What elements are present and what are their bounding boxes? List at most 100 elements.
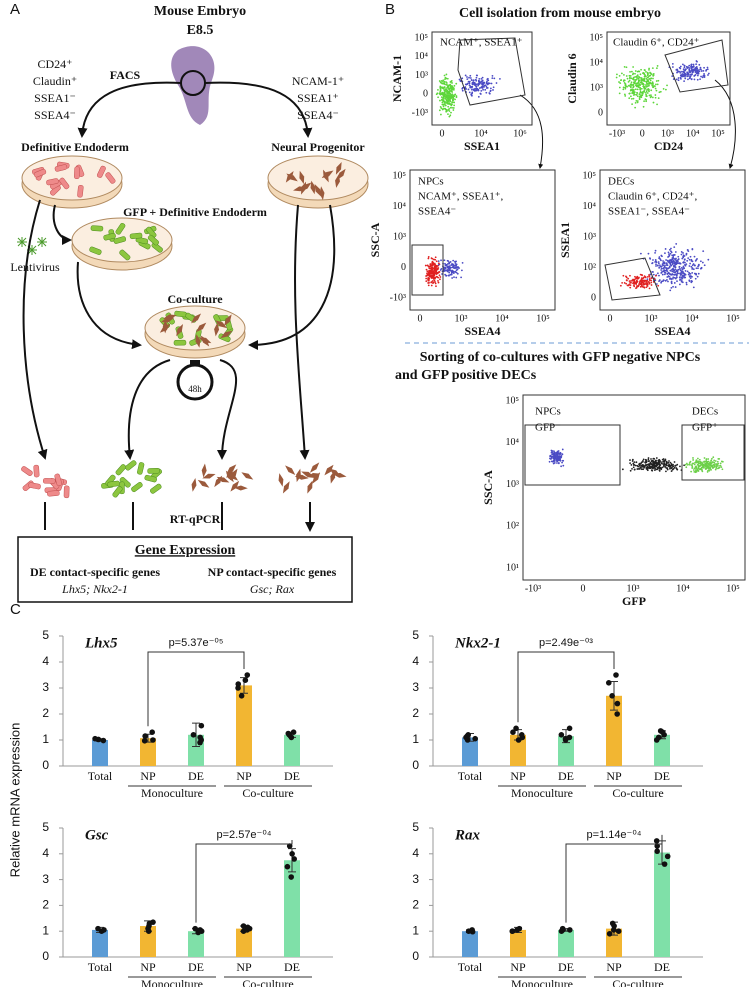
event-dot <box>469 77 472 79</box>
event-dot <box>454 270 456 273</box>
event-dot <box>641 79 644 82</box>
event-dot <box>649 79 652 82</box>
event-dot <box>696 457 699 460</box>
event-dot <box>645 281 648 284</box>
event-dot <box>560 465 563 468</box>
event-dot <box>635 78 638 81</box>
event-dot <box>695 267 698 270</box>
event-dot <box>649 461 652 464</box>
event-dot <box>427 279 430 282</box>
event-dot <box>675 274 678 277</box>
event-dot <box>447 266 449 269</box>
event-dot <box>663 273 666 276</box>
event-dot <box>653 457 656 460</box>
event-dot <box>439 81 442 84</box>
event-dot <box>702 250 705 253</box>
event-dot <box>615 76 618 79</box>
event-dot <box>475 79 478 82</box>
event-dot <box>696 78 699 81</box>
event-dot <box>555 451 558 454</box>
event-dot <box>671 75 674 78</box>
event-dot <box>623 282 626 284</box>
event-dot <box>426 272 428 275</box>
event-dot <box>670 287 673 289</box>
event-dot <box>634 88 637 91</box>
event-dot <box>708 463 710 466</box>
group-label: Monoculture <box>511 977 573 987</box>
event-dot <box>670 281 673 284</box>
event-dot <box>718 457 721 460</box>
event-dot <box>629 274 631 277</box>
replicate-dot <box>101 927 107 933</box>
bar <box>140 926 156 957</box>
event-dot <box>429 263 432 266</box>
event-dot <box>695 65 698 68</box>
event-dot <box>683 80 686 83</box>
event-dot <box>455 269 458 272</box>
embryo-stage: E8.5 <box>187 23 214 38</box>
y-tick-label: 3 <box>42 872 49 886</box>
event-dot <box>639 87 642 90</box>
marker: CD24⁺ <box>37 57 72 71</box>
event-dot <box>677 268 680 271</box>
event-dot <box>430 281 433 283</box>
x-tick-label: 10³ <box>627 583 640 594</box>
event-dot <box>628 283 631 286</box>
event-dot <box>659 258 662 260</box>
event-dot <box>652 101 655 104</box>
gate <box>664 39 729 93</box>
x-tick-label: 0 <box>440 128 445 139</box>
event-dot <box>439 89 442 92</box>
event-dot <box>669 289 672 292</box>
cell <box>299 170 305 185</box>
event-dot <box>638 97 641 99</box>
cell <box>77 184 84 198</box>
event-dot <box>718 466 721 469</box>
event-dot <box>650 82 653 85</box>
event-dot <box>630 77 633 80</box>
y-tick-label: 10³ <box>415 70 428 81</box>
event-dot <box>455 260 457 263</box>
replicate-dot <box>614 711 620 717</box>
cell <box>74 166 80 180</box>
event-dot <box>700 266 703 269</box>
event-dot <box>629 469 632 472</box>
event-dot <box>684 75 686 78</box>
event-dot <box>478 77 481 80</box>
event-dot <box>654 274 657 277</box>
cell <box>230 480 240 492</box>
event-dot <box>654 464 657 467</box>
cell <box>191 313 202 324</box>
event-dot <box>443 92 445 95</box>
event-dot <box>633 279 636 282</box>
event-dot <box>434 282 437 285</box>
event-dot <box>697 69 700 72</box>
event-dot <box>642 468 645 471</box>
event-dot <box>639 273 642 276</box>
event-dot <box>641 83 644 85</box>
event-dot <box>707 258 710 261</box>
event-dot <box>716 460 719 463</box>
event-dot <box>637 465 640 468</box>
cell <box>301 471 315 477</box>
event-dot <box>447 274 450 277</box>
bar <box>284 860 300 957</box>
event-dot <box>686 270 689 273</box>
event-dot <box>476 87 479 90</box>
y-tick-label: 4 <box>412 846 419 860</box>
event-dot <box>456 272 459 275</box>
event-dot <box>693 470 696 473</box>
event-dot <box>446 263 449 265</box>
event-dot <box>448 90 451 93</box>
event-dot <box>690 63 693 66</box>
event-dot <box>637 84 640 87</box>
event-dot <box>451 82 453 84</box>
event-dot <box>626 279 628 282</box>
event-dot <box>681 268 684 271</box>
event-dot <box>637 468 640 470</box>
event-dot <box>439 92 442 95</box>
event-dot <box>453 101 456 104</box>
event-dot <box>632 77 635 80</box>
event-dot <box>658 256 661 258</box>
bar <box>92 740 108 766</box>
